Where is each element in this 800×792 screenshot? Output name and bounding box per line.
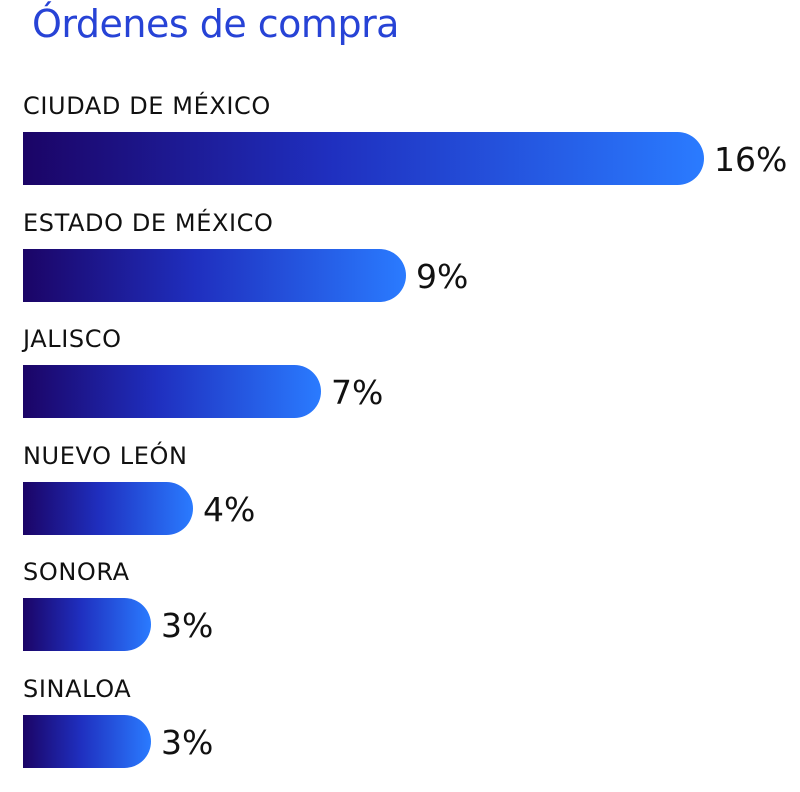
value-label: 3% [161, 606, 214, 646]
bar [23, 598, 151, 652]
bar [23, 714, 151, 768]
value-label: 7% [331, 373, 384, 413]
chart-title: Órdenes de compra [32, 2, 399, 46]
category-label: ESTADO DE MÉXICO [23, 208, 274, 237]
bar-row: NUEVO LEÓN 4% [23, 442, 793, 559]
bar-row: SINALOA 3% [23, 675, 793, 792]
bar-row: JALISCO 7% [23, 325, 793, 442]
bar [23, 365, 321, 419]
bar-row: SONORA 3% [23, 558, 793, 675]
bar-row: ESTADO DE MÉXICO 9% [23, 209, 793, 326]
value-label: 4% [203, 489, 256, 529]
value-label: 9% [416, 256, 469, 296]
category-label: SONORA [23, 558, 130, 587]
category-label: CIUDAD DE MÉXICO [23, 92, 271, 120]
bar [23, 132, 704, 185]
bar-row: CIUDAD DE MÉXICO 16% [23, 92, 793, 209]
value-label: 16% [714, 140, 788, 179]
value-label: 3% [161, 722, 214, 762]
bar [23, 481, 193, 535]
category-label: NUEVO LEÓN [23, 441, 188, 470]
bar [23, 248, 406, 302]
category-label: JALISCO [23, 325, 122, 354]
category-label: SINALOA [23, 674, 132, 703]
bar-chart: CIUDAD DE MÉXICO 16% ESTADO DE MÉXICO 9% JAL… [23, 92, 793, 792]
